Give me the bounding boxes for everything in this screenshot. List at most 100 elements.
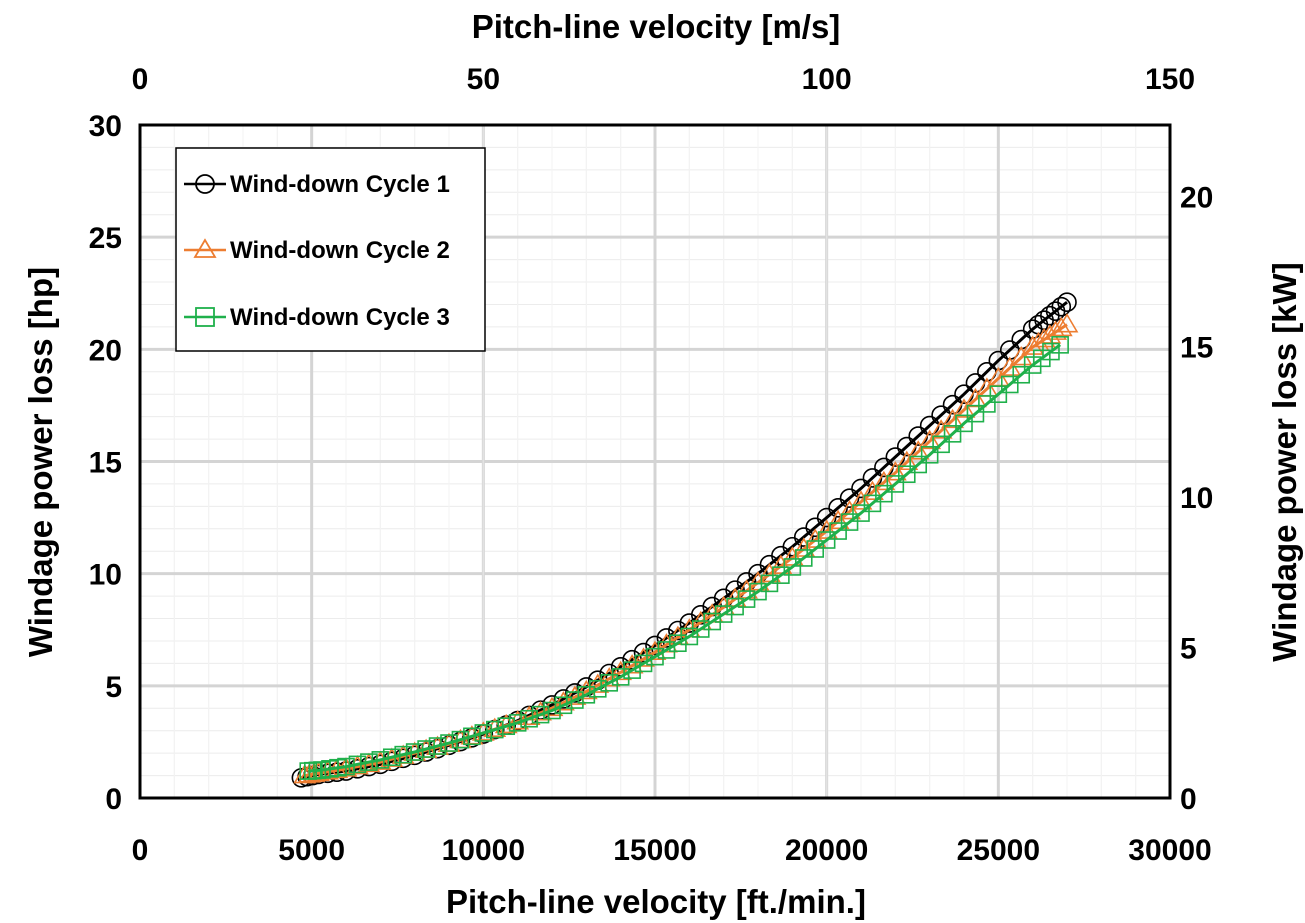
data-point-square — [611, 668, 630, 686]
data-point-square — [440, 734, 458, 752]
y-tick-label: 20 — [89, 334, 122, 367]
data-point-circle — [793, 527, 814, 547]
y2-tick-label: 0 — [1180, 783, 1197, 816]
data-point-triangle — [929, 419, 953, 439]
data-point-triangle — [883, 461, 907, 481]
data-point-triangle — [632, 647, 655, 667]
data-point-circle — [828, 498, 848, 518]
data-point-triangle — [597, 667, 621, 687]
data-point-triangle — [838, 500, 861, 520]
x2-tick-label: 0 — [132, 63, 149, 96]
legend-label-cycle-2: Wind-down Cycle 2 — [230, 237, 450, 264]
data-point-triangle — [872, 470, 896, 491]
data-point-circle — [816, 507, 837, 528]
data-point-square — [417, 740, 435, 758]
series-2 — [293, 313, 1079, 784]
data-point-triangle — [574, 679, 598, 700]
data-point-square — [485, 720, 504, 739]
data-point-square — [1033, 349, 1051, 368]
y2-tick-label: 20 — [1180, 181, 1213, 214]
data-point-square — [852, 504, 870, 522]
top-tick-labels: 0 50 100 150 — [132, 63, 1195, 96]
legend-label-cycle-1: Wind-down Cycle 1 — [230, 171, 450, 198]
x2-tick-label: 150 — [1145, 63, 1195, 96]
data-point-triangle — [643, 640, 667, 660]
data-point-square — [669, 634, 687, 653]
data-point-square — [371, 751, 390, 769]
data-point-square — [932, 435, 950, 454]
data-point-triangle — [906, 440, 930, 460]
data-point-square — [1012, 365, 1031, 384]
data-point-circle — [782, 536, 803, 557]
data-point-square — [337, 757, 355, 776]
data-point-circle — [851, 478, 871, 499]
series-layer — [291, 292, 1079, 788]
y2-tick-label: 5 — [1180, 633, 1197, 666]
legend-entry-cycle-1: Wind-down Cycle 1 — [184, 171, 450, 198]
data-point-square — [829, 522, 847, 540]
data-point-square — [474, 724, 493, 742]
data-point-square — [920, 445, 939, 464]
legend-marker-circle — [195, 174, 215, 194]
data-point-square — [382, 748, 401, 767]
data-point-square — [886, 475, 905, 493]
y2-axis-title: Windage power loss [kW] — [1266, 262, 1303, 661]
data-point-square — [783, 558, 802, 576]
data-point-triangle — [1049, 316, 1073, 337]
x-tick-label: 15000 — [613, 834, 696, 867]
x2-tick-label: 100 — [802, 63, 852, 96]
data-point-triangle — [1032, 328, 1056, 348]
x-tick-label: 20000 — [785, 834, 868, 867]
data-point-square — [543, 701, 561, 720]
y2-tick-label: 15 — [1180, 332, 1213, 365]
data-point-square — [463, 727, 481, 746]
data-point-square — [531, 705, 550, 724]
data-point-square — [428, 737, 447, 755]
data-point-square — [806, 540, 825, 558]
data-point-square — [520, 709, 538, 728]
data-point-triangle — [1044, 320, 1067, 340]
y-tick-label: 30 — [89, 110, 122, 143]
y-axis-title: Windage power loss [hp] — [22, 267, 59, 657]
x-tick-label: 10000 — [442, 834, 525, 867]
x-axis-title: Pitch-line velocity [ft./min.] — [446, 883, 866, 920]
plot-area-border — [138, 123, 1172, 800]
data-point-square — [955, 414, 973, 433]
data-point-triangle — [620, 654, 644, 674]
data-point-square — [634, 654, 653, 673]
data-point-square — [966, 404, 985, 423]
data-point-square — [1000, 375, 1019, 394]
y-tick-label: 25 — [89, 222, 122, 255]
series-line — [301, 301, 1068, 780]
x2-axis-title: Pitch-line velocity [m/s] — [472, 8, 841, 45]
x2-tick-label: 50 — [467, 63, 500, 96]
data-point-square — [909, 455, 928, 474]
data-point-square — [577, 686, 596, 704]
data-point-square — [451, 730, 470, 749]
data-point-triangle — [655, 633, 678, 653]
data-point-square — [1042, 342, 1060, 361]
data-point-triangle — [1055, 313, 1079, 333]
data-point-circle — [805, 517, 826, 538]
data-point-square — [554, 696, 573, 715]
y-tick-label: 15 — [89, 447, 122, 480]
left-tick-labels: 0 5 10 15 20 25 30 — [89, 110, 122, 816]
data-point-square — [348, 755, 367, 774]
data-point-triangle — [552, 691, 575, 711]
series-1 — [291, 292, 1077, 788]
data-point-circle — [1057, 292, 1077, 313]
data-point-triangle — [1021, 335, 1045, 355]
data-point-square — [405, 743, 424, 761]
data-point-triangle — [918, 429, 942, 450]
data-point-triangle — [941, 408, 964, 429]
legend-entry-cycle-2: Wind-down Cycle 2 — [184, 237, 450, 264]
right-tick-labels: 0 5 10 15 20 — [1180, 181, 1213, 816]
legend-marker-triangle — [193, 238, 217, 258]
data-point-circle — [1051, 296, 1072, 317]
data-point-triangle — [586, 673, 610, 693]
x-tick-label: 5000 — [278, 834, 345, 867]
data-point-square — [840, 513, 859, 531]
series-line — [308, 343, 1062, 773]
legend-label-cycle-3: Wind-down Cycle 3 — [230, 304, 450, 331]
